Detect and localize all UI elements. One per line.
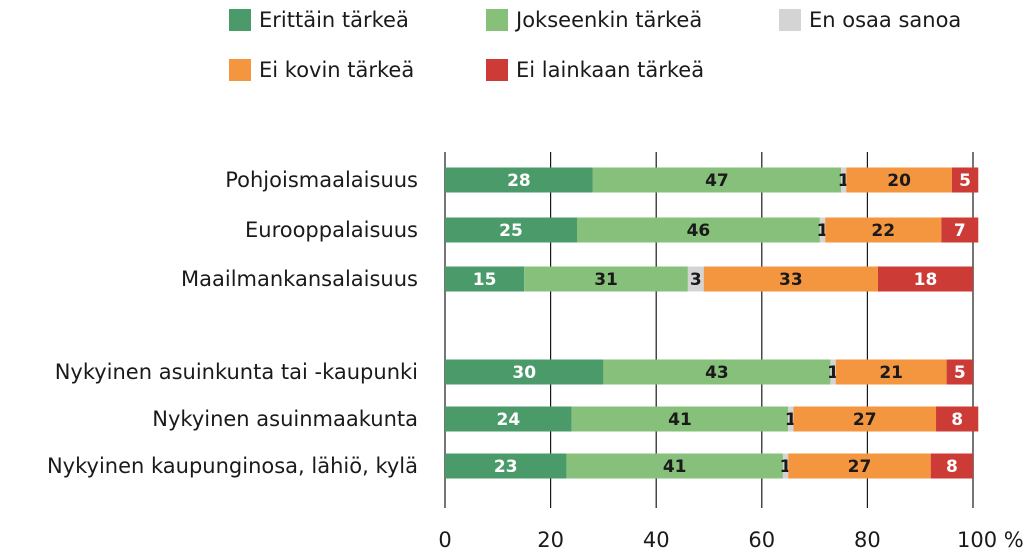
bar-segment	[445, 266, 525, 292]
category-label: Nykyinen kaupunginosa, lähiö, kylä	[47, 454, 418, 478]
legend-swatch	[229, 9, 251, 31]
bar-segment	[788, 406, 794, 432]
data-label: 15	[473, 270, 497, 290]
legend-item: Ei lainkaan tärkeä	[486, 58, 704, 82]
bar-segment	[941, 217, 979, 243]
data-label: 22	[871, 221, 895, 241]
legend-item: En osaa sanoa	[779, 8, 961, 32]
data-label: 5	[959, 171, 971, 191]
x-tick-label: 40	[643, 528, 670, 552]
bar-segment	[877, 266, 973, 292]
x-tick-label: 60	[748, 528, 775, 552]
legend-label: Ei kovin tärkeä	[259, 58, 415, 82]
data-label: 1	[785, 410, 797, 430]
bar-segment	[445, 453, 567, 479]
bar-segment	[445, 359, 604, 385]
x-tick-label: 20	[537, 528, 564, 552]
data-label: 41	[668, 410, 692, 430]
data-label: 21	[879, 363, 903, 383]
legend-item: Ei kovin tärkeä	[229, 58, 414, 82]
data-label: 1	[838, 171, 850, 191]
category-label: Pohjoismaalaisuus	[225, 168, 418, 192]
bar-segment	[524, 266, 688, 292]
bar-segment	[788, 453, 931, 479]
category-label: Maailmankansalaisuus	[181, 267, 418, 291]
bar-segment	[703, 266, 878, 292]
data-label: 46	[687, 221, 711, 241]
data-label: 41	[663, 457, 687, 477]
data-label: 3	[690, 270, 702, 290]
bar-segment	[445, 217, 577, 243]
bar-segment	[445, 406, 572, 432]
data-label: 1	[780, 457, 792, 477]
data-label: 28	[507, 171, 531, 191]
data-label: 47	[705, 171, 729, 191]
data-label: 8	[951, 410, 963, 430]
data-label: 31	[594, 270, 618, 290]
bar-segment	[687, 266, 704, 292]
bar-segment	[819, 217, 826, 243]
data-label: 7	[954, 221, 966, 241]
bar-segment	[571, 406, 789, 432]
category-label: Eurooppalaisuus	[245, 218, 418, 242]
legend-label: Jokseenkin tärkeä	[516, 8, 703, 32]
data-label: 1	[817, 221, 829, 241]
legend-item: Erittäin tärkeä	[229, 8, 409, 32]
category-label: Nykyinen asuinkunta tai -kaupunki	[55, 360, 418, 384]
data-label: 18	[914, 270, 938, 290]
legend-swatch	[486, 9, 508, 31]
bar-segment	[793, 406, 937, 432]
bar-segment	[825, 217, 942, 243]
legend: Erittäin tärkeä Jokseenkin tärkeä En osaa …	[0, 0, 1023, 100]
bar-segment	[603, 359, 831, 385]
data-label: 25	[499, 221, 523, 241]
data-label: 20	[887, 171, 911, 191]
data-label: 30	[512, 363, 536, 383]
x-tick-label: 100 %	[957, 528, 1023, 552]
data-label: 27	[853, 410, 877, 430]
data-label: 1	[827, 363, 839, 383]
bar-segment	[445, 167, 593, 193]
bar-segment	[577, 217, 820, 243]
legend-label: En osaa sanoa	[809, 8, 962, 32]
legend-swatch	[229, 59, 251, 81]
legend-swatch	[486, 59, 508, 81]
data-label: 43	[705, 363, 729, 383]
bar-segment	[592, 167, 841, 193]
x-tick-label: 0	[438, 528, 451, 552]
category-label: Nykyinen asuinmaakunta	[152, 407, 418, 431]
bar-segment	[841, 167, 847, 193]
data-label: 27	[848, 457, 872, 477]
bar-segment	[930, 453, 973, 479]
bar-segment	[830, 359, 836, 385]
x-tick-label: 80	[854, 528, 881, 552]
bar-segment	[835, 359, 947, 385]
data-label: 8	[946, 457, 958, 477]
bar-segment	[951, 167, 979, 193]
bar-segment	[782, 453, 789, 479]
data-label: 5	[954, 363, 966, 383]
bar-segment	[846, 167, 952, 193]
data-label: 23	[494, 457, 518, 477]
bar-segment	[566, 453, 783, 479]
data-label: 24	[497, 410, 521, 430]
legend-item: Jokseenkin tärkeä	[486, 8, 702, 32]
bar-segment	[936, 406, 979, 432]
legend-label: Erittäin tärkeä	[259, 8, 409, 32]
bar-segment	[946, 359, 973, 385]
legend-label: Ei lainkaan tärkeä	[516, 58, 705, 82]
data-label: 33	[779, 270, 803, 290]
legend-swatch	[779, 9, 801, 31]
